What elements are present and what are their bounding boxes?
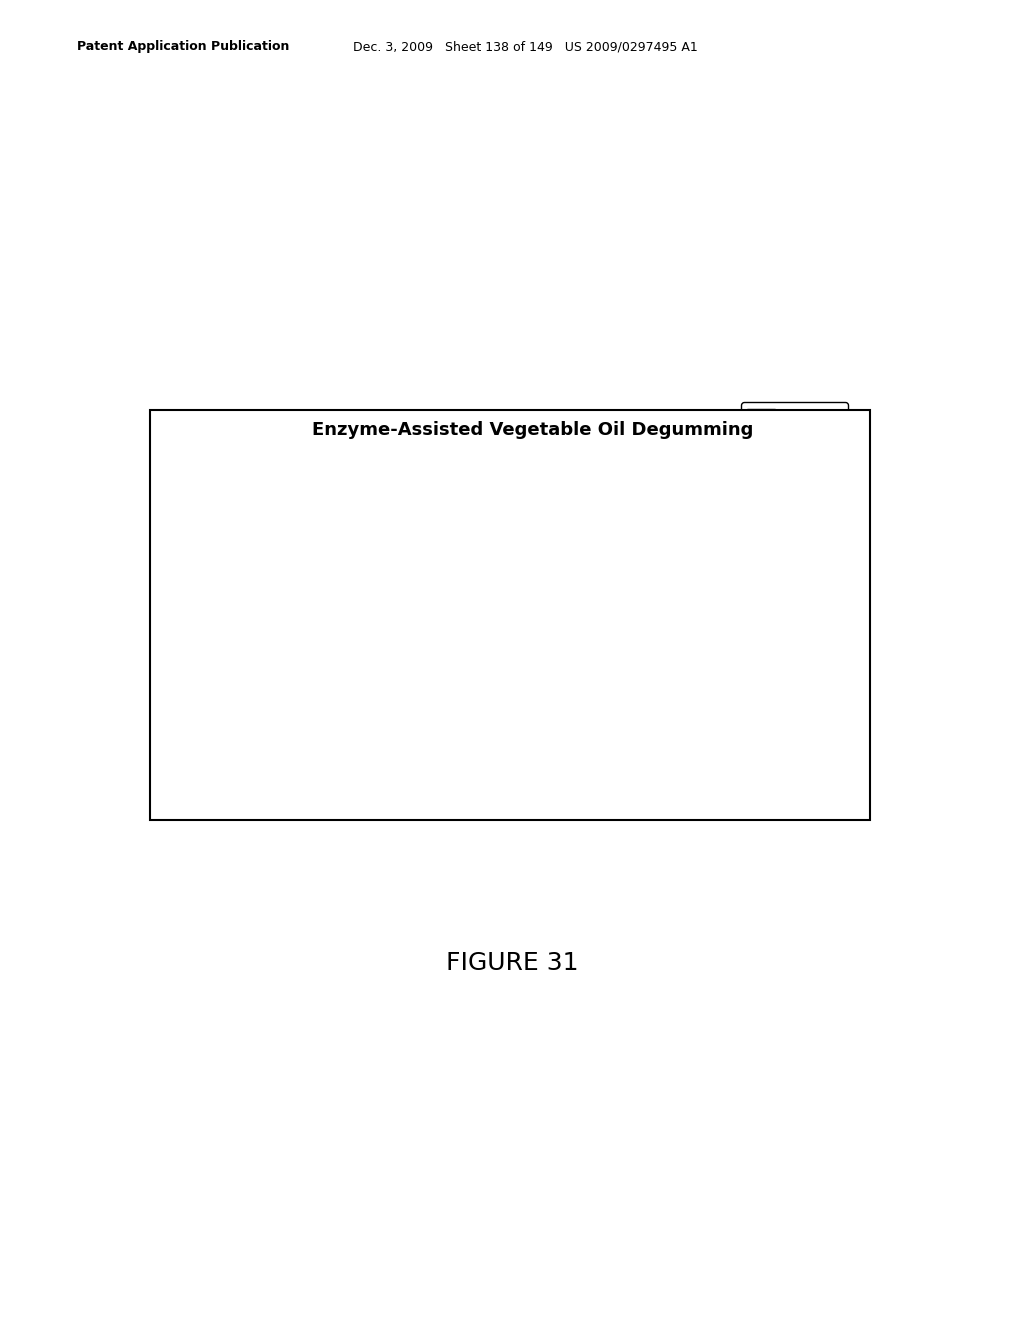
X-axis label: Conditions: Conditions [487,789,578,804]
Bar [240,548,315,760]
Y-axis label: % DAG: % DAG [158,597,173,653]
Text: Patent Application Publication: Patent Application Publication [77,40,289,53]
Bar [410,524,485,760]
Text: Enzyme-Assisted Vegetable Oil Degumming: Enzyme-Assisted Vegetable Oil Degumming [312,421,754,440]
Text: Dec. 3, 2009   Sheet 138 of 149   US 2009/0297495 A1: Dec. 3, 2009 Sheet 138 of 149 US 2009/02… [353,40,698,53]
Bar [580,663,655,760]
Text: FIGURE 31: FIGURE 31 [445,950,579,975]
Bar [750,713,825,760]
Legend: 1,2 DAG: 1,2 DAG [741,403,848,428]
